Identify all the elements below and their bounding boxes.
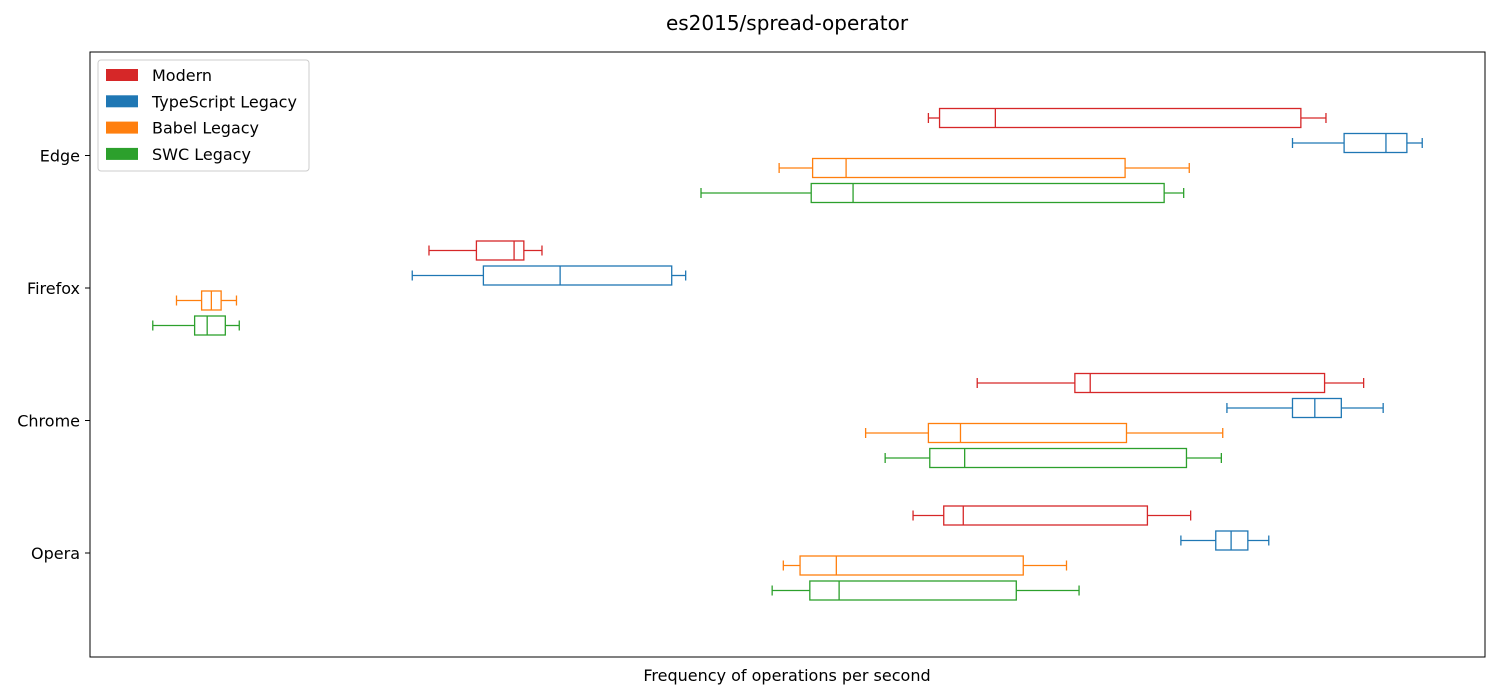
legend-label: Babel Legacy <box>152 119 259 138</box>
legend-swatch <box>106 95 138 108</box>
y-axis-ticks: Edge Firefox Chrome Opera <box>17 147 90 563</box>
boxplot-babel-legacy-opera <box>782 555 1068 576</box>
box-iqr <box>938 107 1302 129</box>
boxplot-swc-legacy-opera <box>771 580 1080 601</box>
box-iqr <box>799 555 1024 576</box>
legend-swatch <box>106 147 138 160</box>
boxplot-modern-firefox <box>428 240 543 261</box>
legend-swatch <box>106 121 138 134</box>
legend: Modern TypeScript Legacy Babel Legacy SWC L… <box>97 59 310 172</box>
boxplot-typescript-legacy-opera <box>1180 530 1270 551</box>
boxplot-babel-legacy-edge <box>778 157 1190 179</box>
box-iqr <box>943 505 1149 526</box>
y-tick-label: Opera <box>31 544 80 563</box>
legend-label: Modern <box>152 66 212 85</box>
boxplot-swc-legacy-firefox <box>152 315 240 336</box>
legend-label: SWC Legacy <box>152 145 251 164</box>
boxplot-modern-opera <box>912 505 1192 526</box>
box-iqr <box>927 422 1128 444</box>
box-iqr <box>475 240 525 261</box>
box-iqr <box>809 580 1017 601</box>
boxplot-babel-legacy-firefox <box>175 290 238 311</box>
legend-frame <box>97 59 310 172</box>
boxplot-typescript-legacy-chrome <box>1226 397 1384 419</box>
box-iqr <box>810 182 1165 204</box>
boxplot-babel-legacy-chrome <box>864 422 1224 444</box>
box-iqr <box>482 265 673 286</box>
boxplot-modern-chrome <box>976 372 1365 394</box>
boxes-layer <box>152 107 1423 601</box>
legend-swatch <box>106 69 138 81</box>
boxplot-swc-legacy-edge <box>700 182 1185 204</box>
box-iqr <box>1215 530 1249 551</box>
box-iqr <box>811 157 1126 179</box>
x-axis-label: Frequency of operations per second <box>643 666 930 685</box>
legend-label: TypeScript Legacy <box>151 92 297 111</box>
boxplot-swc-legacy-chrome <box>884 447 1222 469</box>
y-tick-label: Chrome <box>17 412 80 431</box>
box-iqr <box>929 447 1188 469</box>
plot-frame <box>89 51 1486 658</box>
box-iqr <box>193 315 226 336</box>
boxplot-typescript-legacy-firefox <box>411 265 687 286</box>
boxplot-modern-edge <box>927 107 1327 129</box>
chart-title: es2015/spread-operator <box>666 11 909 35</box>
y-tick-label: Firefox <box>27 279 80 298</box>
box-iqr <box>1343 132 1408 154</box>
box-iqr <box>1074 372 1326 394</box>
boxplot-typescript-legacy-edge <box>1291 132 1423 154</box>
box-iqr <box>1291 397 1342 419</box>
y-tick-label: Edge <box>40 147 80 166</box>
